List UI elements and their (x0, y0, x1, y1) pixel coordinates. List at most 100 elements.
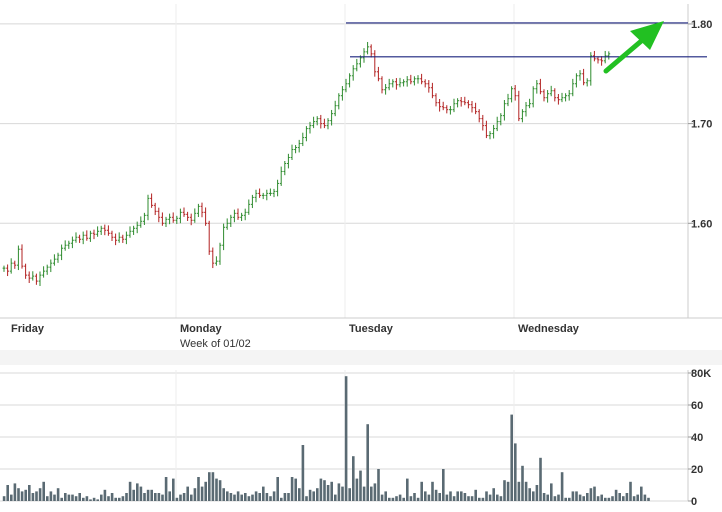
candle (6, 264, 9, 277)
volume-bar (49, 491, 53, 501)
volume-bar (312, 491, 315, 501)
candle (17, 245, 20, 271)
volume-bar (474, 489, 477, 501)
volume-bar (100, 494, 103, 501)
volume-bar (568, 497, 571, 501)
volume-bar (586, 493, 589, 501)
price-tick-label-1: 1.70 (691, 119, 712, 131)
volume-bar (550, 483, 553, 501)
candle (164, 216, 168, 227)
volume-bar (128, 481, 132, 501)
candle (254, 189, 258, 203)
volume-bar (578, 494, 582, 501)
volume-bar (92, 497, 96, 501)
candle (283, 161, 287, 176)
volume-bar (625, 493, 629, 501)
volume-bar (89, 499, 92, 501)
volume-bar (373, 483, 377, 501)
volume-bar (485, 491, 488, 501)
candle (38, 271, 42, 287)
price-tick-label-0: 1.80 (691, 19, 712, 31)
candle (499, 113, 503, 126)
volume-bar (218, 480, 222, 501)
candle (513, 85, 517, 101)
volume-bar (208, 472, 211, 501)
volume-bar (334, 494, 337, 501)
candle (110, 230, 114, 241)
volume-bar (229, 493, 233, 501)
volume-bar (262, 486, 265, 501)
candle (409, 74, 413, 85)
volume-bar (28, 485, 31, 501)
candle (193, 208, 197, 223)
day-label-friday: Friday (11, 323, 45, 335)
candle (27, 271, 31, 284)
volume-bar (215, 478, 218, 501)
volume-bar (64, 493, 67, 501)
candle (161, 212, 164, 226)
candle (276, 179, 279, 197)
volume-bar (265, 493, 269, 501)
day-label-wednesday: Wednesday (518, 323, 580, 335)
candle (279, 166, 283, 186)
volume-bar (125, 493, 128, 501)
volume-bar (460, 491, 463, 501)
candle (477, 109, 481, 123)
volume-bar (10, 494, 13, 501)
volume-bar (132, 489, 135, 501)
volume-bar (528, 488, 531, 501)
volume-bar (503, 480, 506, 501)
volume-bar (60, 497, 63, 501)
volume-bar (614, 489, 618, 501)
candle (251, 194, 254, 209)
volume-bar (632, 496, 636, 501)
candle (258, 188, 261, 198)
volume-bar (506, 481, 510, 501)
volume-bar (67, 494, 71, 501)
candle (233, 209, 236, 223)
volume-bar (168, 491, 171, 501)
candle (179, 208, 182, 224)
volume-bar (647, 497, 650, 501)
volume-bar (557, 494, 560, 501)
candle (373, 50, 377, 77)
volume-bar (53, 494, 56, 501)
volume-bar (283, 493, 287, 501)
candle (9, 258, 13, 274)
candle (207, 220, 211, 255)
volume-bar (589, 488, 593, 501)
candle (182, 207, 186, 217)
arrow-head (630, 21, 664, 50)
volume-bar (56, 488, 60, 501)
candle (225, 218, 229, 230)
volume-bar (240, 494, 243, 501)
candle (341, 86, 344, 101)
candle (157, 207, 161, 223)
candle (143, 212, 146, 225)
candle (405, 76, 409, 87)
candle (265, 189, 269, 201)
volume-bar (575, 491, 578, 501)
candle (539, 78, 542, 95)
candle (20, 244, 24, 269)
candle (261, 192, 265, 200)
candle (323, 118, 326, 129)
volume-bar (172, 478, 175, 501)
volume-bar (395, 496, 398, 501)
volume-bar (247, 496, 251, 501)
candle (492, 124, 495, 139)
green-arrow-annotation (603, 21, 664, 74)
candle (380, 76, 384, 94)
volume-bar (233, 494, 236, 501)
candle (301, 132, 305, 147)
volume-bar (2, 496, 6, 501)
volume-bar (226, 491, 229, 501)
volume-bar (258, 493, 261, 501)
volume-bar (452, 496, 456, 501)
volume-bar (136, 483, 139, 501)
volume-bar (409, 496, 413, 501)
volume-bar (197, 477, 200, 501)
volume-bar (179, 494, 182, 501)
candle (607, 51, 611, 60)
